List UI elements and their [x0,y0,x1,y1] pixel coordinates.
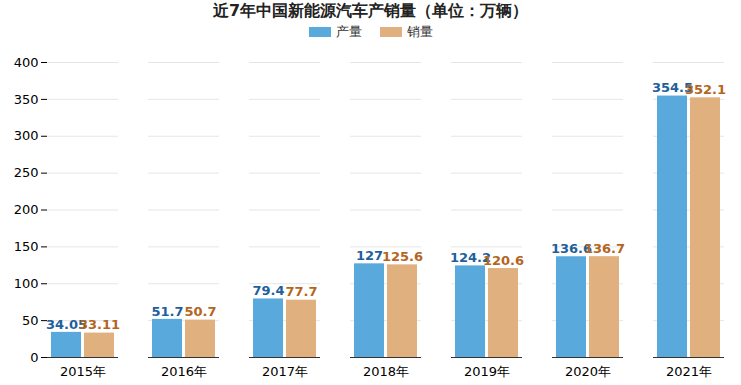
html-text:产量: 产量 [335,24,362,39]
svg-text:50.7: 50.7 [184,304,216,319]
svg-text:125.6: 125.6 [382,249,423,264]
html-text:近7年中国新能源汽车产销量（单位：万辆）: 近7年中国新能源汽车产销量（单位：万辆） [212,1,529,20]
svg-text:300: 300 [14,128,39,143]
svg-text:2021年: 2021年 [666,364,712,379]
svg-text:136.7: 136.7 [584,241,625,256]
svg-text:350: 350 [14,92,39,107]
svg-text:2018年: 2018年 [363,364,409,379]
svg-text:2016年: 2016年 [161,364,207,379]
svg-text:34.05: 34.05 [45,316,88,332]
svg-text:2017年: 2017年 [262,364,308,379]
svg-text:51.7: 51.7 [151,304,183,319]
svg-text:50: 50 [22,313,39,328]
svg-text:352.1: 352.1 [685,82,726,97]
svg-text:0: 0 [30,350,38,365]
svg-text:250: 250 [14,165,39,180]
svg-text:77.7: 77.7 [285,284,317,299]
svg-text:79.4: 79.4 [252,283,284,298]
svg-text:127: 127 [356,248,383,263]
svg-text:124.2: 124.2 [449,250,492,266]
svg-text:2015年: 2015年 [60,364,106,379]
svg-text:354.5: 354.5 [651,80,694,96]
svg-text:2019年: 2019年 [464,364,510,379]
svg-text:200: 200 [14,202,39,217]
svg-text:33.11: 33.11 [79,317,120,332]
svg-text:150: 150 [14,239,39,254]
svg-text:2020年: 2020年 [565,364,611,379]
svg-text:120.6: 120.6 [483,253,524,268]
svg-text:400: 400 [14,55,39,70]
svg-text:100: 100 [14,276,39,291]
svg-text:136.6: 136.6 [550,240,593,256]
html-text:销量: 销量 [406,24,433,39]
